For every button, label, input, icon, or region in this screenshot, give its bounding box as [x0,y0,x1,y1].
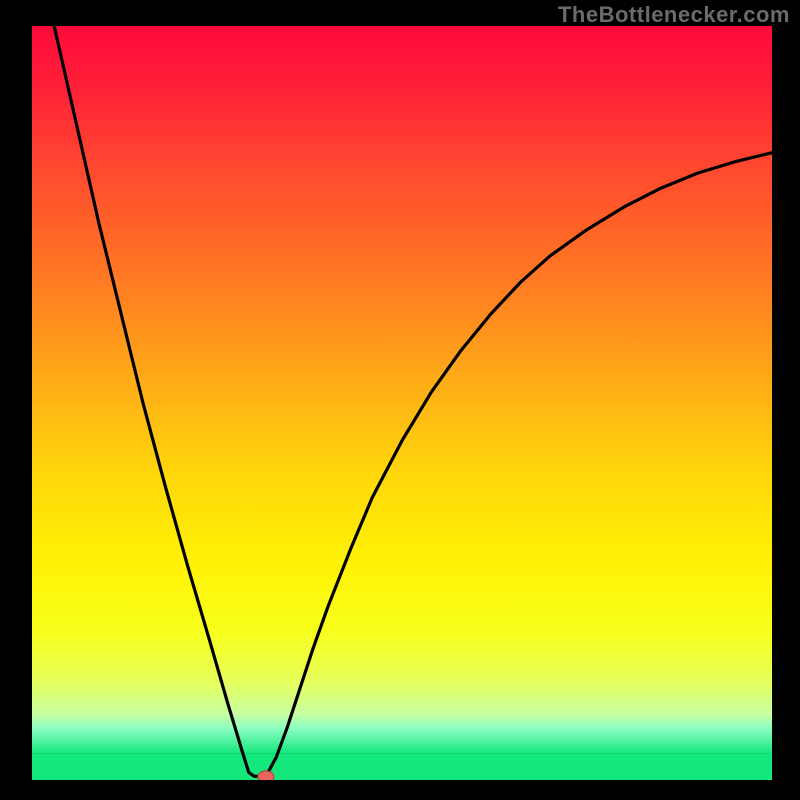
bottom-band [32,754,772,780]
plot-area [32,26,772,780]
bottleneck-chart [32,26,772,780]
optimal-point-marker [258,771,274,780]
watermark-text: TheBottlenecker.com [558,2,790,28]
gradient-background [32,26,772,754]
chart-canvas: TheBottlenecker.com [0,0,800,800]
